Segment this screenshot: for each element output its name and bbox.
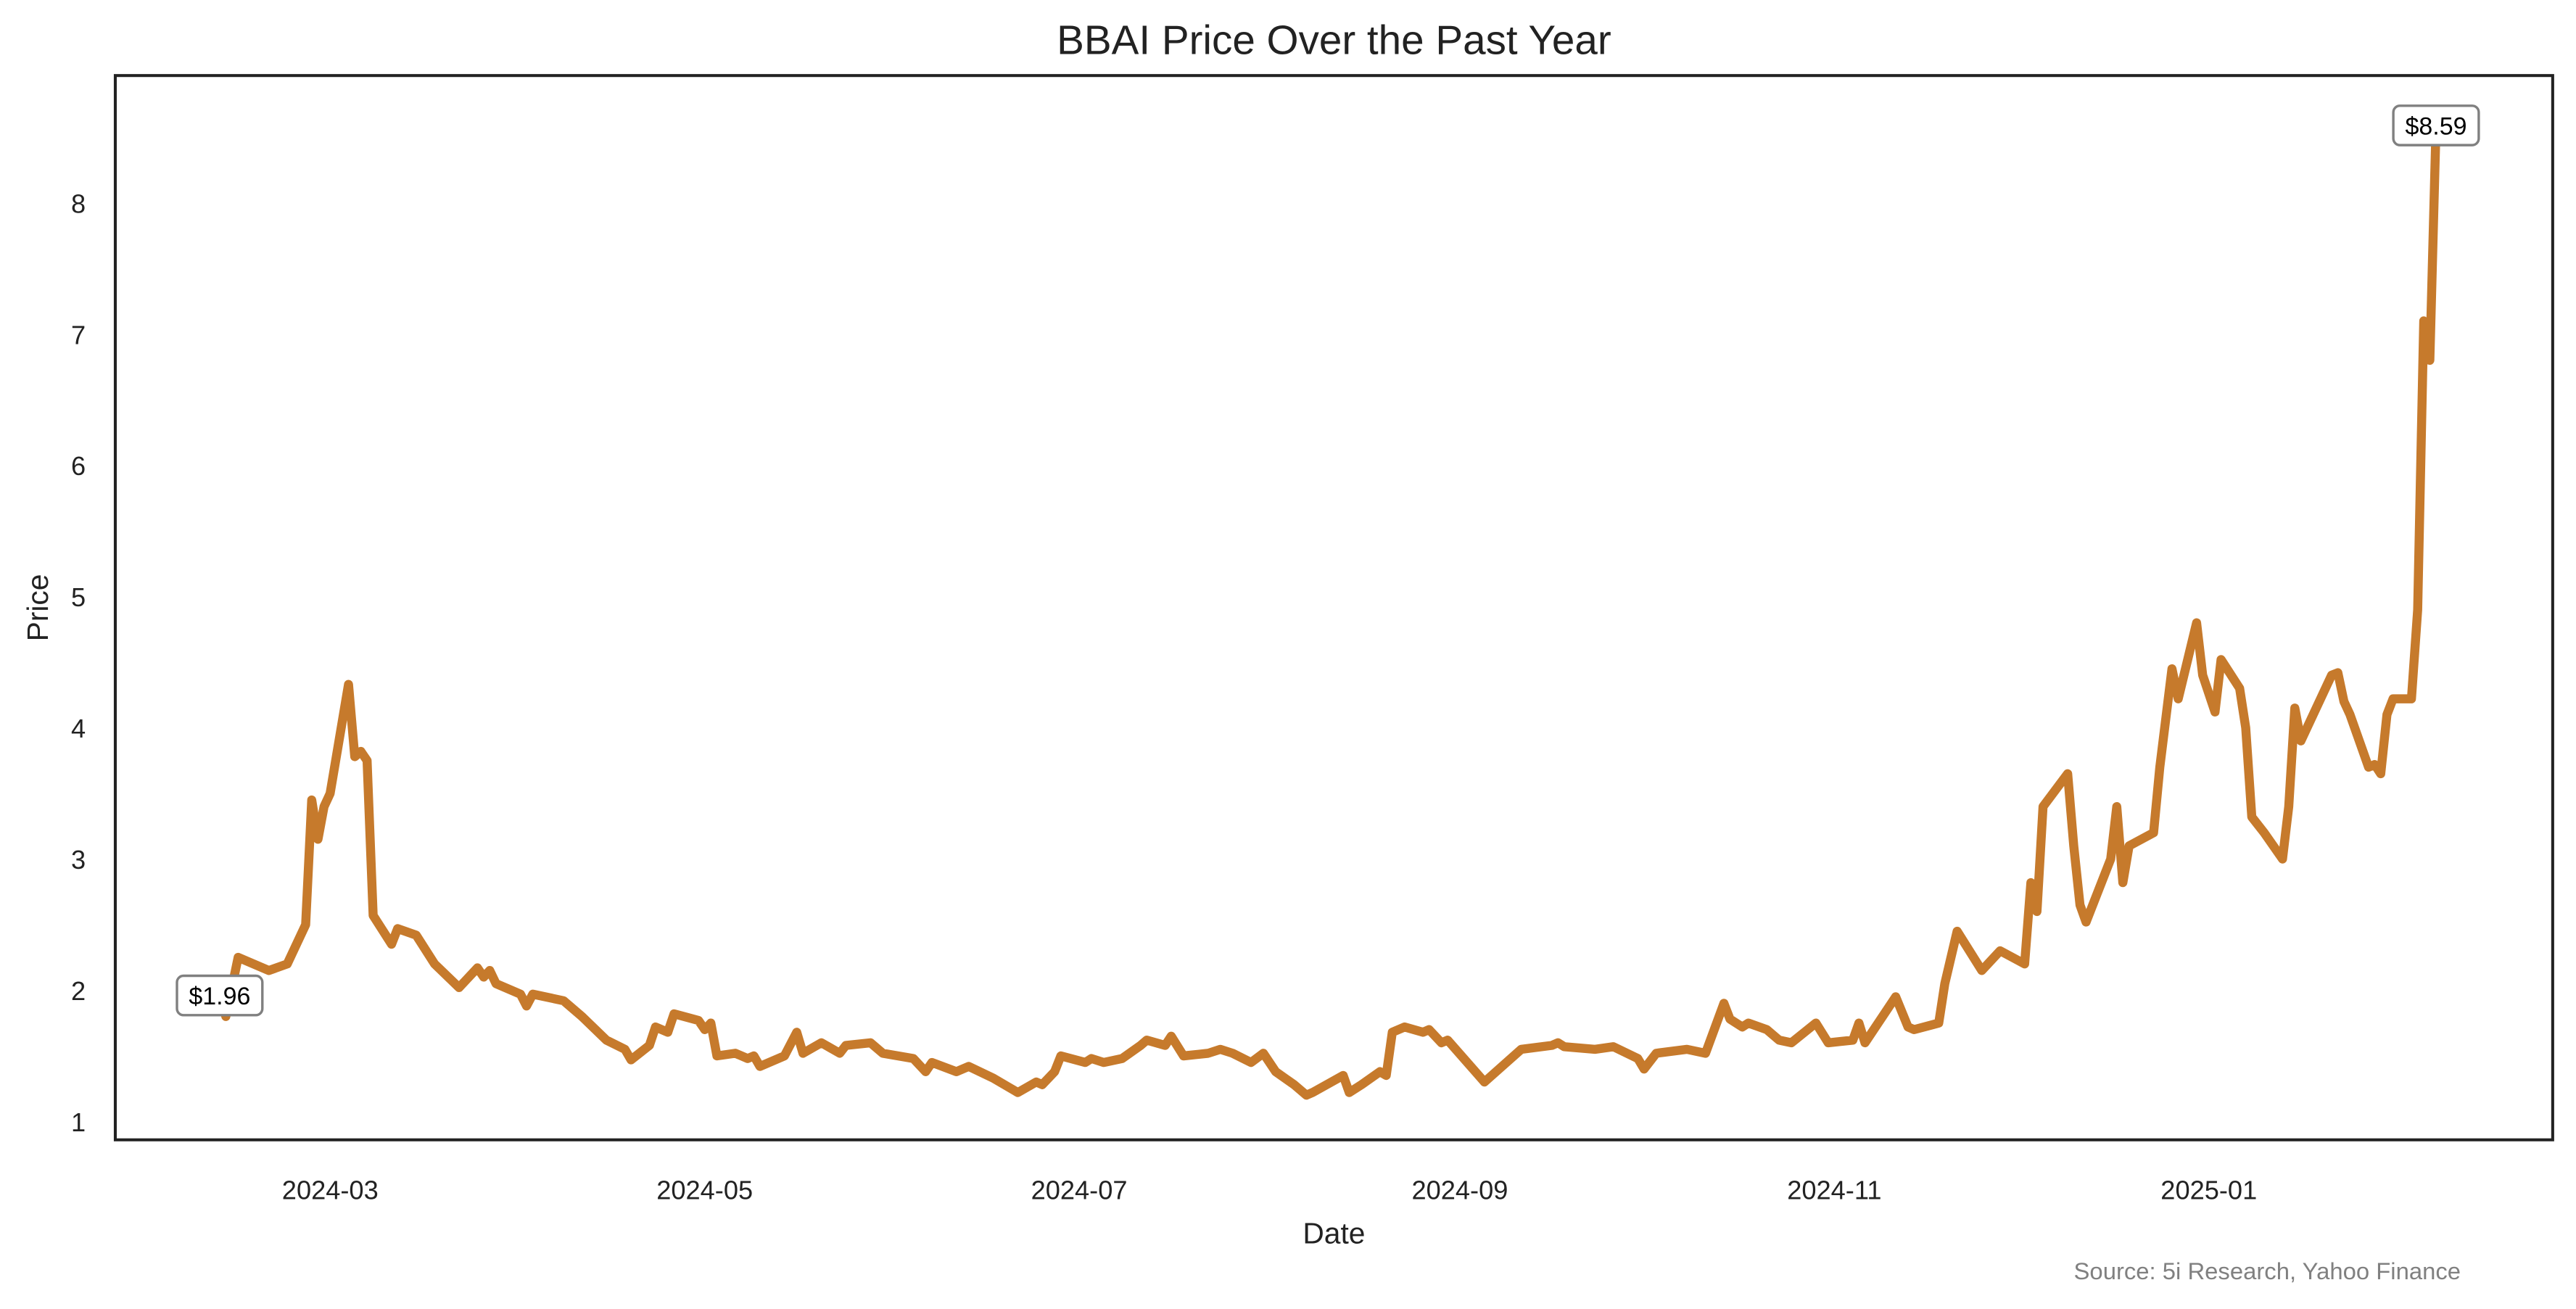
x-tick-label: 2024-03: [282, 1175, 379, 1205]
annotation-label: $8.59: [2405, 112, 2466, 140]
data-points: [219, 125, 2437, 1096]
y-tick-label: 4: [71, 714, 86, 743]
plot-frame: [113, 74, 2554, 1141]
y-axis: 1 2 3 4 5 6 7 8: [71, 189, 86, 1137]
x-tick-label: 2024-09: [1411, 1175, 1508, 1205]
y-tick-label: 1: [71, 1107, 86, 1137]
y-tick-label: 5: [71, 582, 86, 612]
y-tick-label: 3: [71, 845, 86, 875]
annotations: $1.96 $8.59: [176, 104, 2480, 1017]
x-tick-label: 2024-05: [656, 1175, 753, 1205]
annotation-label: $1.96: [189, 983, 250, 1010]
x-tick-label: 2024-11: [1787, 1175, 1881, 1205]
annotation-box: [176, 974, 264, 1017]
value-annotation: $8.59: [2392, 104, 2480, 146]
y-axis-label: Price: [21, 574, 54, 642]
x-axis: 2024-03 2024-05 2024-07 2024-09 2024-11 2025-…: [282, 1175, 2257, 1205]
y-tick-label: 7: [71, 320, 86, 350]
chart-title: BBAI Price Over the Past Year: [1057, 17, 1611, 63]
x-tick-label: 2024-07: [1031, 1175, 1128, 1205]
value-annotation: $1.96: [176, 974, 264, 1017]
y-tick-label: 2: [71, 976, 86, 1006]
source-note: Source: 5i Research, Yahoo Finance: [2074, 1258, 2461, 1284]
y-tick-label: 6: [71, 451, 86, 481]
x-axis-label: Date: [1303, 1216, 1365, 1250]
y-tick-label: 8: [71, 189, 86, 218]
annotation-box: [2392, 104, 2480, 146]
price-line: [215, 120, 2441, 1100]
x-tick-label: 2025-01: [2160, 1175, 2257, 1205]
